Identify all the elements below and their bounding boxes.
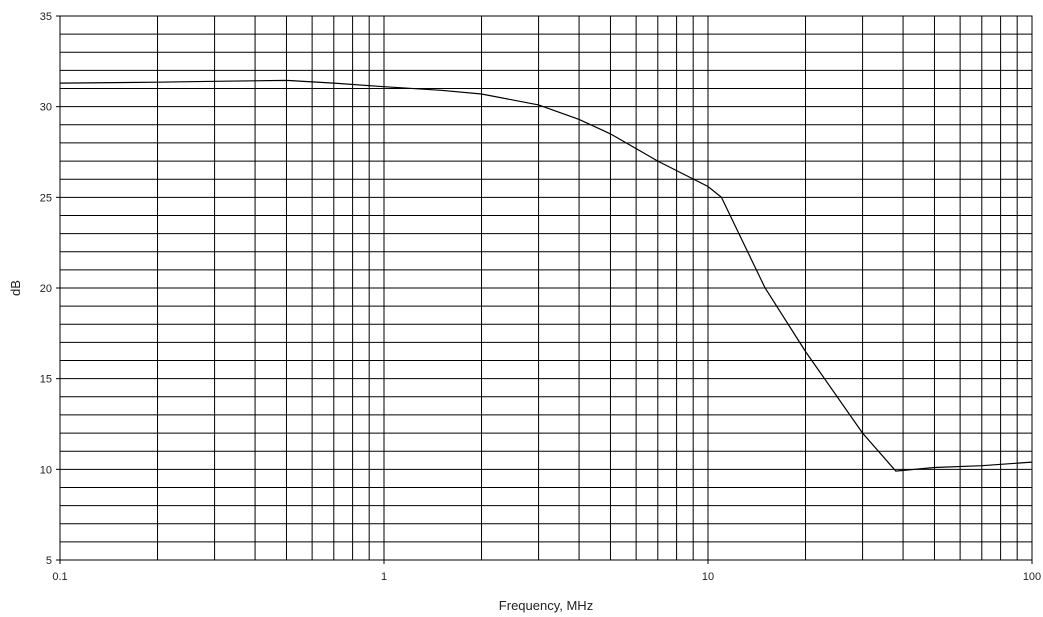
x-tick-label: 1 (381, 571, 387, 583)
series-line (59, 79, 1033, 472)
y-tick-label: 5 (46, 555, 52, 567)
x-tick-label: 100 (1023, 571, 1041, 583)
y-tick-label: 15 (40, 374, 52, 386)
y-tick-label: 35 (40, 11, 52, 23)
y-tick-label: 20 (40, 283, 52, 295)
grid (59, 15, 1032, 561)
x-axis-title: Frequency, MHz (499, 598, 593, 613)
x-tick-label: 10 (702, 571, 714, 583)
y-tick-label: 25 (40, 192, 52, 204)
y-tick-label: 30 (40, 102, 52, 114)
y-tick-label: 10 (40, 464, 52, 476)
x-tick-label: 0.1 (52, 571, 67, 583)
y-axis-title: dB (8, 280, 23, 296)
tick-marks (56, 15, 1033, 564)
x-tick-labels: 0.1 1 10 100 (52, 571, 1041, 583)
y-tick-labels: 5 10 15 20 25 30 35 (40, 11, 52, 567)
